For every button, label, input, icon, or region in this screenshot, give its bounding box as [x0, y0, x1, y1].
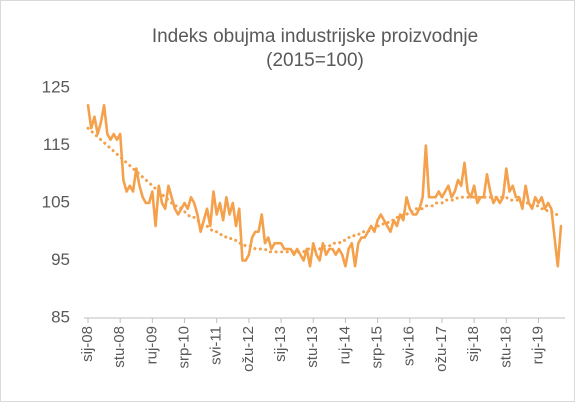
- x-tick-label: svi-16: [401, 326, 418, 366]
- x-tick-label: ožu-17: [433, 326, 450, 372]
- chart-subtitle: (2015=100): [266, 50, 364, 71]
- x-tick-label: sij-08: [79, 326, 96, 362]
- chart-title: Indeks obujma industrijske proizvodnje: [152, 26, 478, 47]
- y-tick-label: 115: [43, 135, 70, 154]
- x-tick-label: stu-13: [304, 326, 321, 368]
- y-tick-label: 125: [42, 77, 70, 96]
- y-tick-label: 105: [42, 192, 70, 211]
- x-tick-label: sij-18: [465, 326, 482, 362]
- y-tick-label: 95: [51, 250, 70, 269]
- x-tick-label: ruj-19: [529, 326, 546, 364]
- x-tick-label: srp-15: [369, 326, 386, 369]
- x-tick-label: sij-13: [272, 326, 289, 362]
- x-tick-label: ruj-14: [336, 326, 353, 364]
- x-tick-label: srp-10: [175, 326, 192, 369]
- x-tick-label: stu-18: [497, 326, 514, 368]
- x-tick-label: svi-11: [208, 326, 225, 365]
- y-tick-label: 85: [51, 307, 70, 326]
- data-line: [86, 103, 563, 268]
- x-tick-label: stu-08: [111, 326, 128, 368]
- x-tick-label: ožu-12: [240, 326, 257, 372]
- x-tick-label: ruj-09: [143, 326, 160, 364]
